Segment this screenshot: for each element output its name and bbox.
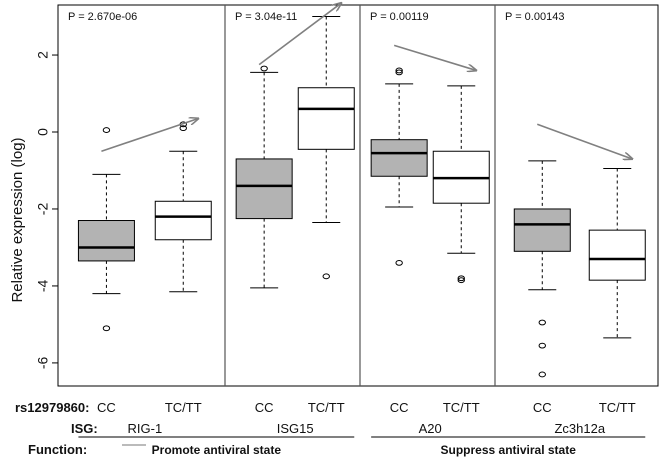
trend-arrow — [536, 123, 632, 159]
row-label-isg: ISG: — [71, 421, 98, 436]
genotype-label: CC — [97, 400, 116, 415]
outlier-point — [102, 325, 111, 332]
outlier-point — [395, 69, 403, 76]
outlier-point — [102, 127, 111, 133]
p-value-label: P = 0.00119 — [370, 11, 429, 23]
box-cc — [513, 208, 571, 252]
box-cc — [235, 158, 293, 220]
y-tick-label: 0 — [35, 128, 51, 136]
function-label: Suppress antiviral state — [441, 443, 577, 457]
genotype-label: TC/TT — [308, 400, 345, 415]
genotype-label: CC — [533, 400, 552, 415]
y-axis-label: Relative expression (log) — [9, 137, 26, 302]
y-tick-label: -6 — [35, 356, 51, 369]
outlier-point — [395, 67, 403, 74]
box-tc-tt — [588, 229, 646, 281]
outlier-point — [538, 371, 546, 378]
genotype-label: TC/TT — [165, 400, 202, 415]
outlier-point — [538, 342, 546, 349]
trend-arrow — [393, 44, 476, 70]
isg-label: RIG-1 — [128, 421, 163, 436]
row-label-function: Function: — [28, 442, 87, 457]
outlier-point — [260, 65, 268, 72]
p-value-label: P = 0.00143 — [505, 11, 564, 23]
isg-label: ISG15 — [277, 421, 314, 436]
genotype-label: CC — [390, 400, 409, 415]
genotype-label: TC/TT — [599, 400, 636, 415]
outlier-point — [395, 259, 403, 266]
box-cc — [370, 139, 428, 177]
y-tick-label: -2 — [35, 203, 51, 216]
isg-label: A20 — [419, 421, 442, 436]
y-tick-label: 2 — [35, 51, 51, 59]
genotype-label: TC/TT — [443, 400, 480, 415]
y-tick-label: -4 — [35, 280, 51, 293]
box-tc-tt — [297, 87, 355, 150]
p-value-label: P = 2.670e-06 — [68, 11, 137, 23]
plot-border — [57, 4, 659, 387]
function-label: Promote antiviral state — [152, 443, 282, 457]
outlier-point — [322, 273, 330, 280]
outlier-point — [538, 319, 546, 326]
trend-arrow — [101, 119, 198, 153]
box-cc — [77, 220, 135, 262]
outlier-point — [457, 275, 465, 282]
legend-swatch — [122, 444, 146, 446]
p-value-label: P = 3.04e-11 — [235, 11, 297, 23]
row-label-snp: rs12979860: — [15, 400, 89, 415]
outlier-point — [457, 277, 465, 284]
trend-arrow — [258, 3, 341, 66]
outlier-point — [179, 125, 187, 132]
box-tc-tt — [154, 200, 212, 241]
genotype-label: CC — [255, 400, 274, 415]
isg-label: Zc3h12a — [554, 421, 605, 436]
